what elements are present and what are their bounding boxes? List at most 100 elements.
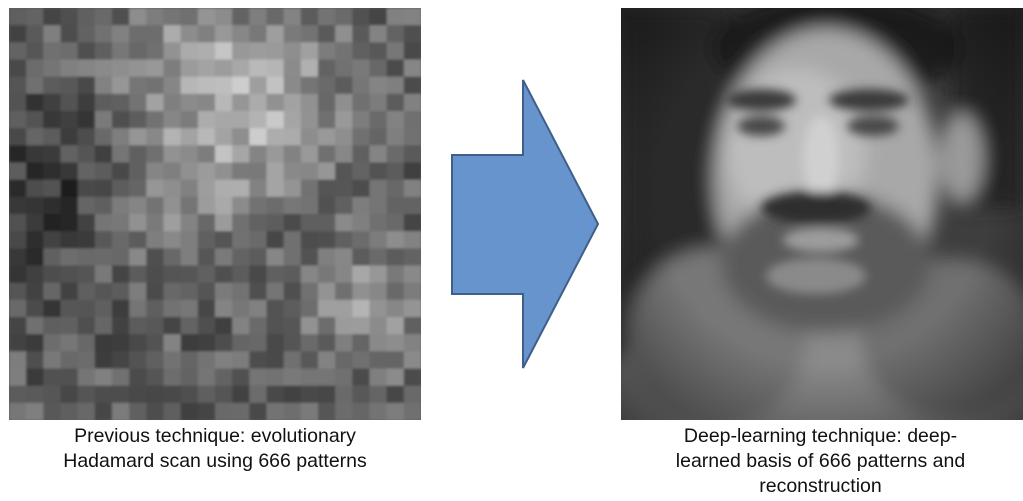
mosaic-cell xyxy=(60,76,79,95)
reconstructed-face-photo xyxy=(621,8,1023,420)
mosaic-cell xyxy=(129,179,147,198)
mosaic-cell xyxy=(232,299,250,318)
mosaic-cell xyxy=(266,231,285,249)
right-arrow-icon xyxy=(451,79,600,369)
mosaic-cell xyxy=(266,8,285,26)
mosaic-cell xyxy=(232,402,250,420)
mosaic-cell xyxy=(386,351,405,370)
mosaic-cell xyxy=(369,214,388,232)
mosaic-cell xyxy=(26,334,44,352)
mosaic-cell xyxy=(318,179,336,198)
mosaic-cell xyxy=(266,42,285,61)
mosaic-cell xyxy=(352,368,371,387)
mosaic-cell xyxy=(335,145,353,164)
mosaic-cell xyxy=(335,231,353,249)
mosaic-cell xyxy=(163,196,182,215)
mosaic-cell xyxy=(283,265,302,284)
mosaic-cell xyxy=(43,214,62,232)
mosaic-cell xyxy=(232,162,250,181)
mosaic-cell xyxy=(9,93,27,112)
mosaic-cell xyxy=(283,111,302,129)
mosaic-cell xyxy=(283,317,302,335)
mosaic-cell xyxy=(283,76,302,95)
mosaic-cell xyxy=(369,196,388,215)
mosaic-cell xyxy=(386,265,405,284)
mosaic-cell xyxy=(215,42,233,61)
mosaic-cell xyxy=(352,351,371,370)
mosaic-cell xyxy=(197,8,216,26)
mosaic-cell xyxy=(335,299,353,318)
mosaic-cell xyxy=(60,214,79,232)
mosaic-cell xyxy=(352,111,371,129)
mosaic-cell xyxy=(335,111,353,129)
mosaic-cell xyxy=(129,128,147,146)
mosaic-cell xyxy=(232,385,250,404)
mosaic-cell xyxy=(403,196,421,215)
mosaic-cell xyxy=(300,42,319,61)
mosaic-cell xyxy=(318,368,336,387)
mosaic-cell xyxy=(300,76,319,95)
mosaic-cell xyxy=(43,59,62,78)
mosaic-cell xyxy=(283,59,302,78)
mosaic-cell xyxy=(335,59,353,78)
mosaic-cell xyxy=(403,334,421,352)
mosaic-cell xyxy=(266,59,285,78)
mosaic-cell xyxy=(335,8,353,26)
mosaic-cell xyxy=(266,385,285,404)
mosaic-cell xyxy=(112,299,130,318)
mosaic-cell xyxy=(60,402,79,420)
mosaic-cell xyxy=(43,368,62,387)
mosaic-cell xyxy=(163,282,182,301)
mosaic-cell xyxy=(403,299,421,318)
mosaic-cell xyxy=(335,385,353,404)
mosaic-cell xyxy=(43,196,62,215)
mosaic-cell xyxy=(43,111,62,129)
mosaic-cell xyxy=(386,145,405,164)
mosaic-cell xyxy=(77,248,96,267)
mosaic-cell xyxy=(26,282,44,301)
mosaic-cell xyxy=(129,76,147,95)
mosaic-cell xyxy=(77,179,96,198)
mosaic-cell xyxy=(249,231,268,249)
mosaic-cell xyxy=(26,231,44,249)
mosaic-cell xyxy=(266,248,285,267)
mosaic-cell xyxy=(386,162,405,181)
mosaic-cell xyxy=(9,128,27,146)
mosaic-cell xyxy=(77,368,96,387)
mosaic-cell xyxy=(60,351,79,370)
mosaic-cell xyxy=(94,231,113,249)
mosaic-cell xyxy=(403,402,421,420)
mosaic-cell xyxy=(77,8,96,26)
mosaic-cell xyxy=(60,248,79,267)
mosaic-cell xyxy=(94,214,113,232)
mosaic-cell xyxy=(9,368,27,387)
mosaic-cell xyxy=(112,111,130,129)
mosaic-cell xyxy=(146,351,165,370)
mosaic-cell xyxy=(352,317,371,335)
mosaic-cell xyxy=(369,59,388,78)
mosaic-cell xyxy=(180,162,199,181)
mosaic-cell xyxy=(180,248,199,267)
mosaic-cell xyxy=(129,196,147,215)
mosaic-cell xyxy=(60,59,79,78)
mosaic-cell xyxy=(369,93,388,112)
mosaic-cell xyxy=(146,317,165,335)
mosaic-cell xyxy=(318,214,336,232)
mosaic-cell xyxy=(94,299,113,318)
mosaic-cell xyxy=(318,196,336,215)
mosaic-cell xyxy=(215,385,233,404)
mosaic-cell xyxy=(197,111,216,129)
mosaic-cell xyxy=(112,265,130,284)
mosaic-cell xyxy=(232,317,250,335)
mosaic-cell xyxy=(352,59,371,78)
mosaic-cell xyxy=(129,385,147,404)
mosaic-cell xyxy=(283,25,302,43)
mosaic-cell xyxy=(112,128,130,146)
mosaic-cell xyxy=(146,145,165,164)
mosaic-cell xyxy=(9,248,27,267)
mosaic-cell xyxy=(266,145,285,164)
mosaic-cell xyxy=(163,248,182,267)
mosaic-cell xyxy=(163,351,182,370)
mosaic-cell xyxy=(283,368,302,387)
mosaic-cell xyxy=(300,368,319,387)
